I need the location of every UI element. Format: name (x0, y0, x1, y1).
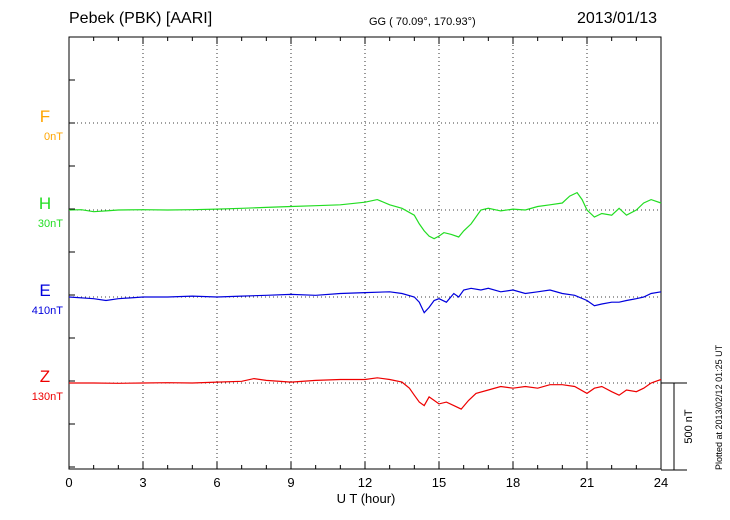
series-offset-h: 30nT (38, 218, 63, 230)
x-tick-label: 18 (506, 475, 520, 490)
coordinate-readout: GG ( 70.09°, 170.93°) (369, 16, 476, 28)
station-title: Pebek (PBK) [AARI] (69, 10, 213, 27)
x-tick-label: 12 (358, 475, 372, 490)
series-lines (68, 191, 662, 410)
plotted-timestamp: Plotted at 2013/02/12 01:25 UT (714, 344, 724, 470)
x-tick-label: 21 (580, 475, 594, 490)
series-name-h: H (39, 194, 51, 213)
series-line-h (68, 191, 662, 240)
series-name-e: E (39, 281, 50, 300)
x-axis-label: U T (hour) (337, 491, 396, 506)
scale-bar: 500 nT (661, 382, 695, 471)
grid-lines (69, 37, 661, 469)
series-offset-f: 0nT (44, 131, 63, 143)
series-labels: F 0nT H 30nT E 410nT Z 130nT (32, 107, 63, 403)
series-offset-e: 410nT (32, 305, 63, 317)
x-tick-label: 0 (65, 475, 72, 490)
x-tick-label: 24 (654, 475, 668, 490)
series-line-z (69, 377, 662, 410)
x-tick-label: 6 (213, 475, 220, 490)
scale-bar-label: 500 nT (683, 409, 695, 444)
x-tick-label: 3 (139, 475, 146, 490)
x-tick-label: 9 (287, 475, 294, 490)
date-label: 2013/01/13 (577, 10, 658, 27)
series-offset-z: 130nT (32, 391, 63, 403)
x-tick-label: 15 (432, 475, 446, 490)
x-ticks: 0 3 6 9 12 15 18 21 24 (65, 37, 668, 490)
series-line-e (68, 287, 662, 314)
series-name-f: F (40, 107, 50, 126)
series-name-z: Z (40, 367, 50, 386)
